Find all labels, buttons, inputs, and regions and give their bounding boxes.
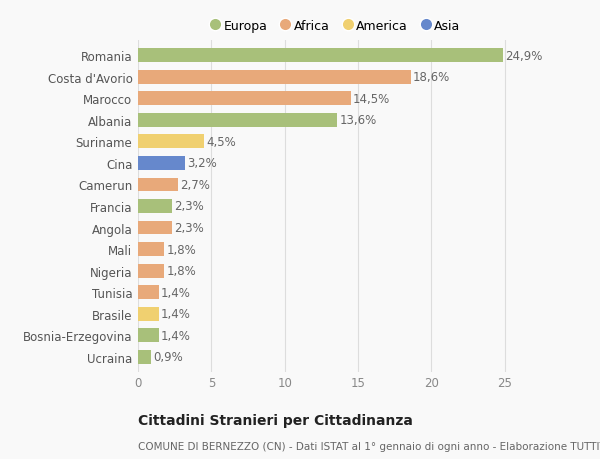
Bar xyxy=(138,135,204,149)
Text: 13,6%: 13,6% xyxy=(340,114,377,127)
Text: 1,4%: 1,4% xyxy=(161,286,191,299)
Bar xyxy=(138,178,178,192)
Text: 0,9%: 0,9% xyxy=(154,350,183,363)
Text: 1,8%: 1,8% xyxy=(167,264,196,277)
Text: 1,4%: 1,4% xyxy=(161,329,191,342)
Text: 14,5%: 14,5% xyxy=(353,93,390,106)
Bar xyxy=(138,264,164,278)
Text: COMUNE DI BERNEZZO (CN) - Dati ISTAT al 1° gennaio di ogni anno - Elaborazione T: COMUNE DI BERNEZZO (CN) - Dati ISTAT al … xyxy=(138,441,600,451)
Bar xyxy=(138,200,172,213)
Text: 4,5%: 4,5% xyxy=(206,136,236,149)
Bar xyxy=(138,350,151,364)
Bar xyxy=(138,221,172,235)
Bar xyxy=(138,157,185,171)
Text: 2,7%: 2,7% xyxy=(180,179,209,191)
Bar xyxy=(138,92,350,106)
Text: 1,4%: 1,4% xyxy=(161,308,191,320)
Text: 1,8%: 1,8% xyxy=(167,243,196,256)
Bar xyxy=(138,50,503,63)
Text: 24,9%: 24,9% xyxy=(505,50,543,63)
Text: Cittadini Stranieri per Cittadinanza: Cittadini Stranieri per Cittadinanza xyxy=(138,413,413,427)
Bar xyxy=(138,71,411,85)
Text: 18,6%: 18,6% xyxy=(413,71,450,84)
Bar xyxy=(138,285,158,299)
Legend: Europa, Africa, America, Asia: Europa, Africa, America, Asia xyxy=(207,15,465,38)
Bar xyxy=(138,114,337,128)
Bar xyxy=(138,307,158,321)
Bar xyxy=(138,328,158,342)
Text: 3,2%: 3,2% xyxy=(187,157,217,170)
Text: 2,3%: 2,3% xyxy=(174,200,203,213)
Text: 2,3%: 2,3% xyxy=(174,222,203,235)
Bar xyxy=(138,242,164,257)
